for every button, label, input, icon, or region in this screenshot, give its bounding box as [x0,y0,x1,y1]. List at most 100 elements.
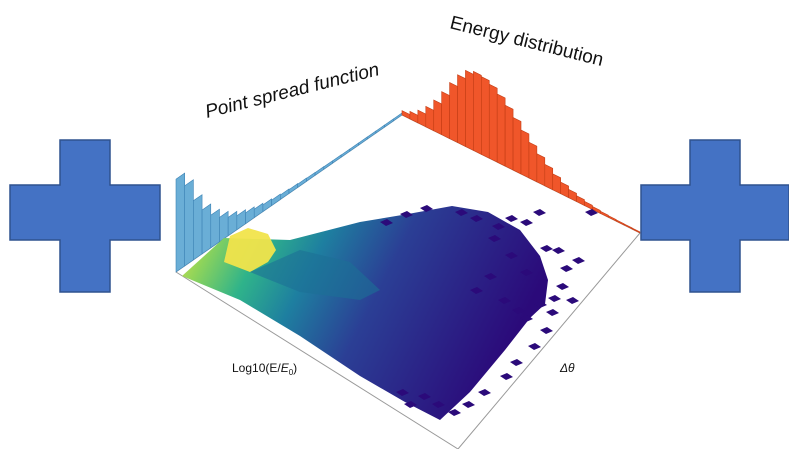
energy-bar [449,81,458,144]
right-plus-cross-icon [640,139,789,293]
energy-histogram [401,69,641,234]
heatmap-cell [546,309,559,316]
energy-bar [568,188,577,203]
heatmap-cell [540,245,553,252]
energy-title: Energy distribution [448,12,606,70]
energy-bar [520,129,530,179]
psf-bar [288,183,298,195]
heatmap-cell [556,283,569,290]
psf-bar [314,166,325,176]
heatmap-cell [455,209,468,216]
psf-bar [323,160,333,170]
heatmap-scatter-cells [380,205,598,416]
psf-bar [393,112,403,122]
psf-bar [245,206,255,225]
psf-histogram [175,112,403,273]
psf-bar [262,198,272,213]
psf-bar [366,130,377,140]
heatmap-cell [505,252,518,259]
heatmap-cell [505,215,518,222]
energy-bar [433,99,442,136]
psf-bar [384,118,394,128]
energy-bar [623,223,633,230]
energy-bar [528,141,538,183]
psf-bar [340,148,351,158]
heatmap-cell [520,315,533,322]
psf-bar [306,171,316,182]
psf-bar [210,208,220,249]
energy-bar [504,104,514,171]
heatmap-cell [478,389,491,396]
psf-bar [375,124,385,134]
psf-bar [349,142,359,152]
psf-bar [219,210,229,243]
x-axis-label: Log10(E/E0) [232,361,297,377]
heatmap-cell [470,215,483,222]
heatmap-cell [418,393,431,400]
y-axis-label: Δθ [559,361,575,375]
heatmap-cell [512,307,525,314]
heatmap-cell [552,247,565,254]
left-plus-cross-icon [9,139,161,293]
heatmap-cell [566,297,579,304]
heatmap-cell [510,359,523,366]
psf-bar [175,172,185,273]
energy-bar [409,110,419,124]
psf-bar [332,154,342,164]
heatmap-cell [420,205,433,212]
heatmap-cell [492,223,505,230]
heatmap-cell [400,211,413,218]
psf-bar [236,209,246,231]
psf-bar [253,202,264,219]
heatmap-cell [498,297,511,304]
energy-bar [592,206,601,214]
heatmap-body [182,206,548,420]
energy-bar [457,74,466,147]
heatmap-cell [520,219,533,226]
heatmap-cell [448,409,461,416]
psf-bar [271,193,281,207]
energy-bar [600,210,609,218]
energy-bar [441,91,450,140]
energy-bar [401,110,411,120]
heatmap-cell [380,219,393,226]
energy-bar [544,163,554,191]
energy-bar [496,93,506,167]
energy-bar [560,181,569,199]
heatmap-cell [488,235,501,242]
psf-bar [184,179,194,267]
heatmap-cell [470,287,483,294]
heatmap-cell [462,401,475,408]
energy-bar [473,70,482,155]
energy-bar [584,200,593,210]
energy-bar [512,116,522,175]
heatmap-cell [432,401,445,408]
heatmap-cell [533,209,546,216]
energy-bar [481,76,490,159]
heatmap-cell [484,273,497,280]
heatmap-peak [224,228,276,272]
energy-bar [552,173,561,195]
energy-bar [615,219,625,226]
heatmap-ridge [250,250,380,300]
heatmap-cell [534,301,547,308]
heatmap-cell [585,209,598,216]
energy-bar [631,227,641,234]
heatmap-cell [548,295,561,302]
energy-bar [488,83,498,163]
heatmap-cell [560,265,573,272]
heatmap-cell [520,269,533,276]
psf-bar [280,188,290,201]
heatmap-cell [396,389,409,396]
energy-bar [425,105,435,132]
psf-title: Point spread function [203,59,381,123]
heatmap-cell [404,401,417,408]
psf-bar [193,194,203,261]
energy-bar [576,195,585,206]
heatmap-cell [572,257,585,264]
heatmap-cell [528,343,541,350]
heatmap-surface [182,206,548,420]
heatmap-cell [500,373,513,380]
energy-bar [536,153,546,187]
